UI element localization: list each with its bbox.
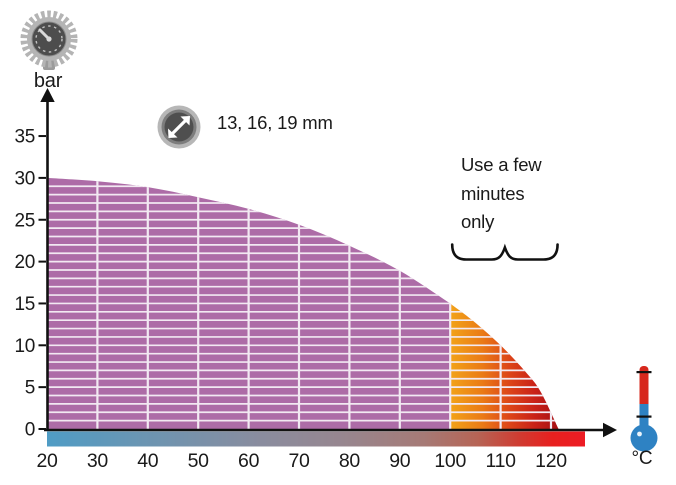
- diameter-arrowhead-ne: [180, 116, 190, 126]
- thermometer-stem-cool: [639, 404, 649, 434]
- short-term-use-area: [450, 303, 559, 429]
- thermometer-stem-hot: [639, 366, 649, 410]
- x-tick-label: 80: [339, 450, 361, 472]
- short-use-brace: [450, 243, 559, 261]
- x-tick-label: 70: [288, 450, 310, 472]
- gauge-needle-hub: [46, 36, 52, 42]
- x-tick-label: 100: [434, 450, 466, 472]
- x-tick-label: 30: [87, 450, 109, 472]
- x-tick-label: 60: [238, 450, 260, 472]
- x-tick-label: 40: [137, 450, 159, 472]
- y-tick-label: 15: [14, 294, 35, 315]
- y-axis-arrowhead: [40, 88, 55, 102]
- thermometer-scale-mark-bottom: [636, 415, 652, 418]
- thermometer-scale-mark-top: [636, 371, 652, 374]
- gauge-dial-ticks: [35, 25, 63, 53]
- y-tick-label: 0: [25, 420, 35, 441]
- y-axis-unit-label: bar: [33, 70, 63, 92]
- pressure-gauge-icon: [20, 10, 78, 70]
- thermometer-icon: [630, 366, 658, 452]
- x-axis-unit-label: °C: [631, 448, 653, 469]
- y-tick-label: 10: [14, 336, 35, 357]
- x-tick-label: 50: [188, 450, 210, 472]
- x-axis-arrowhead: [603, 422, 617, 438]
- x-tick-label: 110: [485, 450, 516, 472]
- temperature-gradient-bar: [47, 431, 585, 447]
- thermometer-bulb-highlight: [637, 431, 642, 437]
- y-tick-label: 30: [14, 168, 35, 189]
- hose-diameters-label: 13, 16, 19 mm: [217, 112, 333, 133]
- x-tick-label: 90: [389, 450, 411, 472]
- hose-diameter-icon: [157, 105, 201, 149]
- diameter-arrow-shaft: [170, 118, 188, 136]
- thermometer-bulb: [630, 424, 658, 452]
- short-use-note: Use a few minutes only: [461, 154, 542, 233]
- x-tick-label: 20: [36, 450, 58, 472]
- x-axis-ticks: 20 30 40 50 60 70 80 90 100 110 120: [36, 450, 567, 472]
- y-axis-ticks: 0 5 10 15 20 25 30 35: [14, 127, 46, 441]
- y-tick-label: 25: [14, 210, 35, 231]
- y-tick-label: 35: [14, 127, 35, 148]
- x-tick-label: 120: [535, 450, 567, 472]
- y-tick-label: 5: [25, 378, 35, 399]
- gauge-gear-teeth: [20, 10, 78, 68]
- diameter-arrowhead-sw: [168, 128, 178, 138]
- y-tick-label: 20: [14, 252, 35, 273]
